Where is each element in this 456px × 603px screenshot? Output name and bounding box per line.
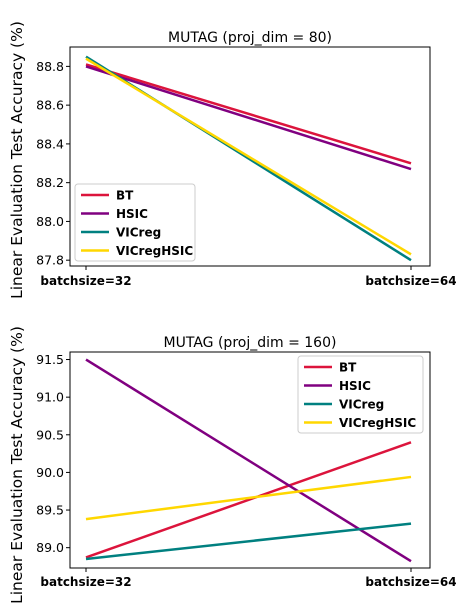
legend-label: BT [339,361,357,375]
chart-panel-2: MUTAG (proj_dim = 160) Linear Evaluation … [8,326,456,603]
series-line-vicreghsic [85,475,412,521]
y-tick-label: 88.4 [36,136,64,151]
y-tick-label: 91.5 [36,352,64,367]
legend-label: VICregHSIC [339,416,416,430]
chart-title: MUTAG (proj_dim = 80) [168,30,332,46]
x-tick-label: batchsize=32 [40,575,131,589]
y-tick-label: 91.0 [36,390,64,405]
y-tick-label: 89.5 [36,503,64,518]
y-tick-label: 88.2 [36,175,64,190]
legend: BT HSIC VICreg VICregHSIC [297,355,424,434]
chart-title: MUTAG (proj_dim = 160) [164,335,337,351]
legend-box [297,355,424,434]
y-tick-label: 90.5 [36,427,64,442]
legend-label: VICreg [116,226,161,240]
x-tick-label: batchsize=64 [365,575,456,589]
series-line-bt [85,63,412,165]
legend-label: VICreg [339,398,384,412]
legend-label: HSIC [116,207,148,221]
legend: BT HSIC VICreg VICregHSIC [74,183,196,262]
legend-box [74,183,196,262]
y-tick-label: 87.8 [36,253,64,268]
y-tick-label: 88.6 [36,98,64,113]
legend-label: VICregHSIC [116,244,193,258]
legend-label: HSIC [339,379,371,393]
y-tick-label: 88.8 [36,59,64,74]
plot-frame [69,351,431,569]
y-axis-label: Linear Evaluation Test Accuracy (%) [8,21,26,299]
series-line-vicreg [85,522,412,561]
plot-frame [69,46,431,267]
x-tick-label: batchsize=64 [365,274,456,288]
chart-panel-1: MUTAG (proj_dim = 80) Linear Evaluation T… [8,21,456,299]
y-tick-label: 88.0 [36,214,64,229]
series-line-hsic [85,358,412,563]
y-tick-label: 90.0 [36,465,64,480]
series-line-vicreghsic [85,57,412,256]
x-tick-label: batchsize=32 [40,274,131,288]
y-tick-label: 89.0 [36,540,64,555]
series-line-hsic [85,65,412,171]
y-axis-label: Linear Evaluation Test Accuracy (%) [8,326,26,603]
series-line-bt [85,441,412,559]
legend-label: BT [116,189,134,203]
